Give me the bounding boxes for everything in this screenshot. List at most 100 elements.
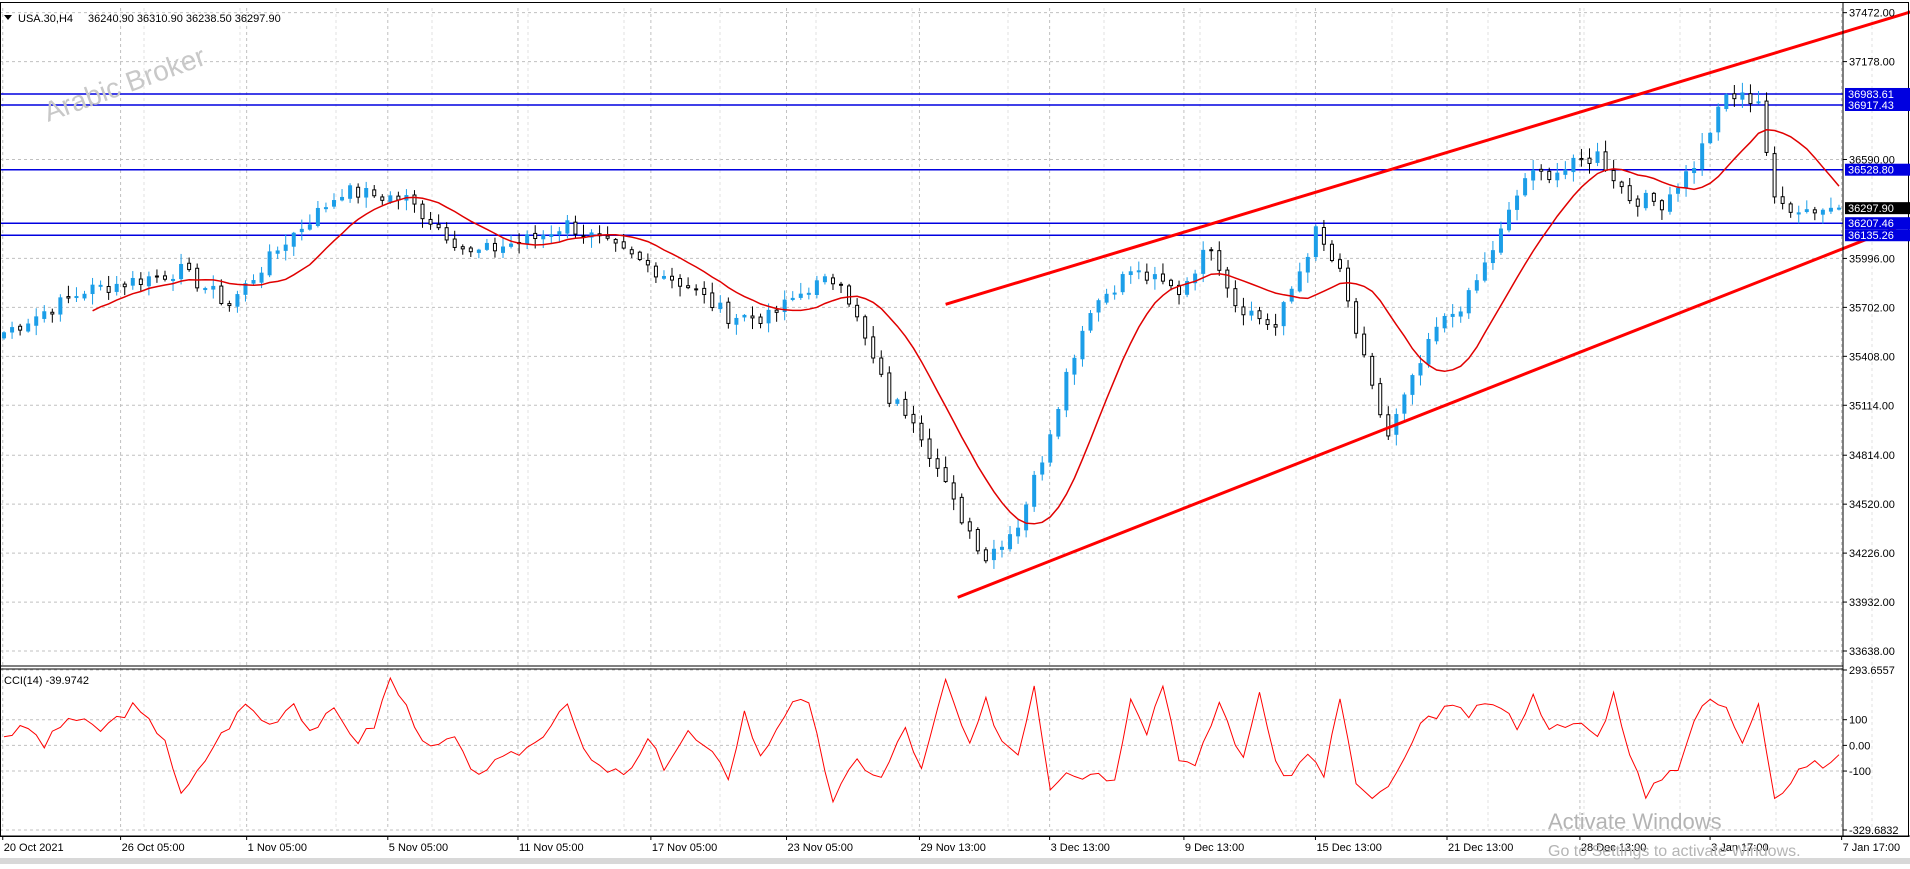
candle-body xyxy=(1812,209,1817,214)
candle-body xyxy=(911,413,916,424)
trend-channel[interactable] xyxy=(945,10,1910,599)
candle-body xyxy=(1321,226,1326,245)
candle-body xyxy=(1152,274,1157,280)
level-tag xyxy=(1845,87,1910,100)
candle xyxy=(18,323,23,336)
candle-body xyxy=(814,280,819,296)
cci-line xyxy=(3,676,1840,804)
x-tick-label: 3 Dec 13:00 xyxy=(1051,842,1110,854)
candle xyxy=(718,295,723,313)
candle xyxy=(436,214,441,231)
candle xyxy=(855,298,860,322)
candle-body xyxy=(1820,209,1825,215)
candle xyxy=(1474,274,1479,294)
candle xyxy=(1201,241,1206,283)
candle-body xyxy=(34,316,39,326)
candle xyxy=(1515,189,1520,221)
candle-body xyxy=(1466,290,1471,314)
candle xyxy=(452,230,457,251)
candle xyxy=(283,234,288,261)
candle-body xyxy=(1168,279,1173,287)
candle-body xyxy=(1684,171,1689,188)
candle xyxy=(1812,206,1817,221)
candle-body xyxy=(372,189,377,197)
candle xyxy=(146,271,151,296)
candle-body xyxy=(1016,527,1021,537)
candle-body xyxy=(581,235,586,238)
candle xyxy=(1732,84,1737,107)
level-tag xyxy=(1845,229,1910,242)
candle xyxy=(1040,456,1045,481)
candle xyxy=(871,326,876,364)
candle xyxy=(1523,173,1528,197)
candle xyxy=(187,257,192,272)
candle xyxy=(839,281,844,294)
level-label: 36917.43 xyxy=(1848,100,1894,112)
candle xyxy=(372,185,377,198)
candle xyxy=(299,219,304,241)
candle xyxy=(1748,84,1753,113)
candle xyxy=(1370,352,1375,390)
candle xyxy=(1507,201,1512,233)
candle xyxy=(243,280,248,302)
y-tick-label: 34814.00 xyxy=(1849,450,1895,462)
candle xyxy=(2,331,7,340)
candle-body xyxy=(686,285,691,289)
candle xyxy=(565,215,570,239)
candle-body xyxy=(1104,293,1109,303)
candle-body xyxy=(806,292,811,295)
candle xyxy=(1354,297,1359,339)
candle xyxy=(822,273,827,285)
candle xyxy=(983,547,988,564)
candle-body xyxy=(235,294,240,307)
candle xyxy=(1635,195,1640,217)
candle-body xyxy=(1249,310,1254,316)
ma-line xyxy=(92,129,1840,525)
candle xyxy=(356,183,361,204)
candle-body xyxy=(613,238,618,244)
candle xyxy=(959,493,964,525)
candle xyxy=(1329,240,1334,263)
candle xyxy=(340,189,345,202)
y-tick-label: 36590.00 xyxy=(1849,155,1895,167)
candle-body xyxy=(1072,357,1077,375)
candle xyxy=(919,415,924,447)
candle xyxy=(1410,373,1415,405)
candle-body xyxy=(1048,434,1053,463)
candle xyxy=(50,308,55,323)
candle-body xyxy=(98,284,103,287)
candle-body xyxy=(1635,198,1640,207)
candle-body xyxy=(267,251,272,276)
dropdown-triangle-icon[interactable] xyxy=(4,15,12,20)
candle-body xyxy=(903,398,908,416)
candle xyxy=(468,246,473,258)
candle-body xyxy=(331,200,336,207)
candle-body xyxy=(1748,93,1753,105)
candle-body xyxy=(1547,170,1552,181)
candle-body xyxy=(74,296,79,299)
candle xyxy=(1289,286,1294,304)
candle xyxy=(637,250,642,262)
candle xyxy=(1144,263,1149,285)
candle xyxy=(1434,317,1439,345)
candlesticks xyxy=(2,82,1841,569)
candle-body xyxy=(1185,280,1190,295)
candle-body xyxy=(1088,313,1093,331)
candle xyxy=(1836,204,1841,211)
candle xyxy=(1225,266,1230,298)
candle-body xyxy=(1024,504,1029,531)
candle xyxy=(501,237,506,259)
horizontal-levels[interactable] xyxy=(0,93,1843,236)
candle-body xyxy=(991,548,996,561)
candle-body xyxy=(307,224,312,230)
y-tick-label: 34226.00 xyxy=(1849,548,1895,560)
candle-body xyxy=(935,458,940,469)
candle-body xyxy=(1201,249,1206,274)
candle xyxy=(235,290,240,313)
candle xyxy=(1088,310,1093,333)
candle-body xyxy=(1579,157,1584,161)
candle xyxy=(1241,297,1246,326)
candle xyxy=(26,318,31,333)
